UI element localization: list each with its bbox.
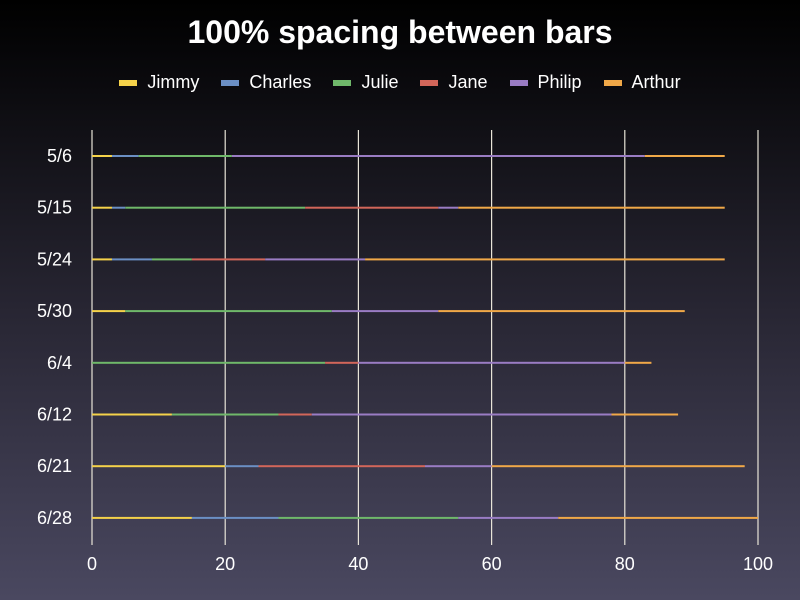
bar-segment-charles — [191, 516, 279, 519]
bar-segment-arthur — [624, 361, 652, 364]
bar-segment-philip — [438, 206, 459, 209]
bar-segment-arthur — [558, 516, 758, 519]
legend-swatch — [509, 79, 528, 86]
bar-segment-jane — [278, 413, 312, 416]
bar-segment-jimmy — [92, 206, 112, 209]
bar-segment-jimmy — [92, 516, 192, 519]
legend-swatch — [333, 79, 352, 86]
legend-label: Jimmy — [147, 72, 200, 92]
x-tick-label: 60 — [482, 554, 502, 574]
bar-segment-jane — [191, 258, 266, 261]
bar-segment-julie — [125, 206, 306, 209]
legend-item-charles: Charles — [221, 72, 311, 93]
bar-segment-philip — [311, 413, 612, 416]
legend-item-jane: Jane — [420, 72, 488, 93]
y-tick-label: 5/24 — [37, 249, 72, 269]
legend-swatch — [119, 79, 138, 86]
bar-segment-jimmy — [92, 155, 112, 157]
legend-item-arthur: Arthur — [603, 72, 681, 93]
bar-segment-jane — [258, 465, 425, 468]
y-tick-label: 6/4 — [47, 353, 72, 373]
y-tick-label: 6/21 — [37, 456, 72, 476]
x-tick-label: 40 — [348, 554, 368, 574]
bar-segment-julie — [125, 310, 332, 313]
bar-segment-charles — [111, 206, 126, 209]
legend-swatch — [603, 79, 622, 86]
bar-segment-jimmy — [92, 465, 226, 468]
legend-item-julie: Julie — [333, 72, 398, 93]
bar-segment-charles — [225, 465, 259, 468]
x-tick-label: 80 — [615, 554, 635, 574]
bar-segment-jane — [325, 361, 359, 364]
x-tick-label: 0 — [87, 554, 97, 574]
legend-label: Philip — [537, 72, 582, 92]
bar-segment-arthur — [491, 465, 745, 468]
y-tick-label: 6/28 — [37, 508, 72, 528]
bar-segment-julie — [171, 413, 279, 416]
legend-label: Charles — [249, 72, 312, 92]
bar-segment-arthur — [611, 413, 679, 416]
legend-swatch — [221, 79, 240, 86]
bar-segment-jimmy — [92, 258, 112, 261]
bar-segment-philip — [458, 516, 559, 519]
bar-segment-jimmy — [92, 413, 172, 416]
y-tick-label: 5/6 — [47, 146, 72, 166]
bar-segment-arthur — [365, 258, 725, 261]
y-tick-label: 5/15 — [37, 198, 72, 218]
legend-label: Arthur — [631, 72, 681, 92]
bar-segment-julie — [92, 361, 326, 364]
bar-segment-jimmy — [92, 310, 126, 313]
legend-item-jimmy: Jimmy — [119, 72, 199, 93]
bar-segment-arthur — [438, 310, 685, 313]
bar-segment-charles — [111, 258, 152, 261]
bar-segment-jane — [305, 206, 439, 209]
legend-label: Julie — [361, 72, 399, 92]
y-tick-label: 6/12 — [37, 405, 72, 425]
bar-segment-philip — [265, 258, 366, 261]
bar-segment-charles — [111, 155, 139, 157]
y-tick-label: 5/30 — [37, 301, 72, 321]
legend: Jimmy Charles Julie Jane Philip Arthur — [0, 72, 800, 93]
bar-segment-arthur — [458, 206, 725, 209]
x-tick-label: 20 — [215, 554, 235, 574]
bar-segment-philip — [425, 465, 492, 468]
legend-item-philip: Philip — [509, 72, 582, 93]
bar-segment-julie — [151, 258, 192, 261]
legend-swatch — [420, 79, 439, 86]
bar-segment-julie — [278, 516, 459, 519]
legend-label: Jane — [448, 72, 488, 92]
bar-segment-philip — [331, 310, 439, 313]
bar-segment-philip — [231, 155, 645, 157]
bar-segment-philip — [358, 361, 625, 364]
bar-segment-arthur — [644, 155, 725, 157]
bar-segment-julie — [138, 155, 232, 157]
x-tick-label: 100 — [743, 554, 773, 574]
chart-title: 100% spacing between bars — [187, 14, 613, 50]
